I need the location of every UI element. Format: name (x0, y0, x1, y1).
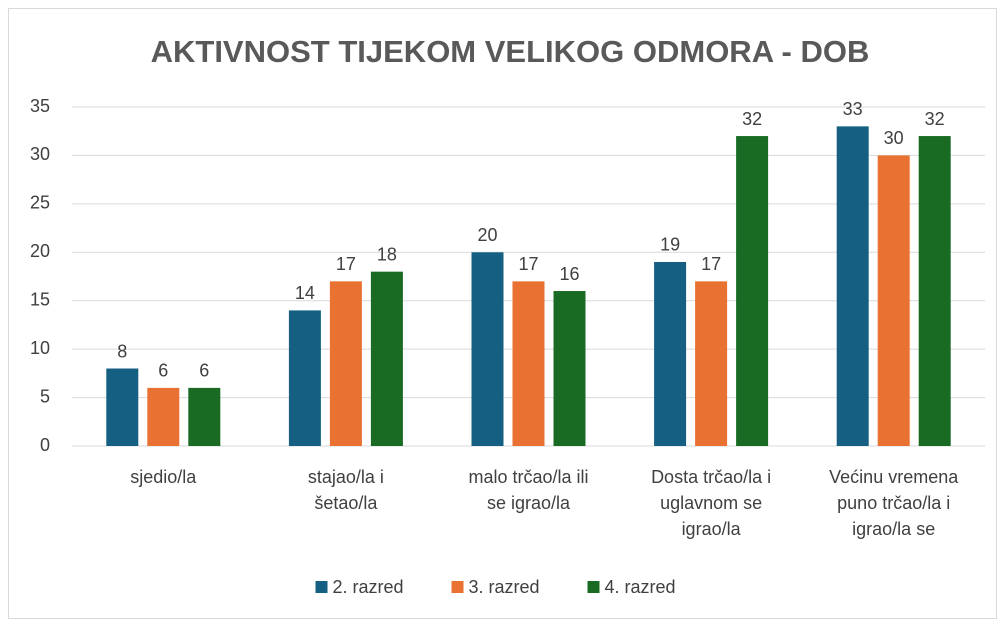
bar (654, 261, 687, 446)
x-tick-label: stajao/la i šetao/la (308, 467, 384, 513)
data-label: 18 (377, 244, 397, 264)
bar (147, 387, 180, 446)
x-tick-label-line: Većinu vremena (829, 467, 959, 487)
x-tick-label-line: Dosta trčao/la i (651, 467, 771, 487)
x-tick-label-line: puno trčao/la i (837, 493, 950, 513)
data-label: 6 (158, 361, 168, 381)
y-tick-label: 15 (30, 289, 50, 309)
x-tick-label-line: igrao/la (682, 519, 742, 539)
x-tick-label-line: malo trčao/la ili (468, 467, 588, 487)
x-tick-label-line: igrao/la se (852, 519, 935, 539)
data-label: 33 (843, 99, 863, 119)
data-label: 32 (742, 109, 762, 129)
x-tick-label-line: se igrao/la (487, 493, 571, 513)
legend-label: 4. razred (605, 577, 676, 597)
bar (106, 368, 139, 446)
legend-label: 3. razred (469, 577, 540, 597)
bar (918, 136, 951, 447)
data-label: 14 (295, 283, 315, 303)
data-label: 17 (518, 254, 538, 274)
y-tick-label: 20 (30, 241, 50, 261)
y-tick-label: 10 (30, 338, 50, 358)
x-tick-label: Većinu vremena puno trčao/la i igrao/la se (829, 467, 959, 539)
y-tick-label: 25 (30, 193, 50, 213)
bar (736, 136, 769, 447)
data-label: 17 (701, 254, 721, 274)
data-label: 19 (660, 235, 680, 255)
bar (370, 271, 403, 446)
bar (695, 281, 728, 446)
legend-label: 2. razred (333, 577, 404, 597)
data-label: 17 (336, 254, 356, 274)
legend-swatch (315, 581, 328, 593)
bar (512, 281, 545, 446)
legend-swatch (587, 581, 600, 593)
y-tick-label: 35 (30, 96, 50, 116)
x-tick-label: malo trčao/la ili se igrao/la (468, 467, 588, 513)
x-tick-label: Dosta trčao/la i uglavnom se igrao/la (651, 467, 771, 539)
data-label: 6 (199, 361, 209, 381)
bar (471, 252, 504, 446)
x-tick-label-line: sjedio/la (130, 467, 197, 487)
bar (836, 126, 869, 446)
bar (329, 281, 362, 446)
y-tick-label: 5 (40, 386, 50, 406)
data-label: 8 (117, 341, 127, 361)
bar (877, 155, 910, 446)
data-label: 20 (477, 225, 497, 245)
bar (553, 291, 586, 446)
chart-title: AKTIVNOST TIJEKOM VELIKOG ODMORA - DOB (151, 34, 870, 69)
bar (288, 310, 321, 446)
data-label: 16 (559, 264, 579, 284)
data-label: 30 (884, 128, 904, 148)
bar (188, 387, 221, 446)
x-tick-label: sjedio/la (130, 467, 197, 487)
x-tick-label-line: uglavnom se (660, 493, 762, 513)
y-tick-label: 0 (40, 435, 50, 455)
data-label: 32 (925, 109, 945, 129)
legend-swatch (451, 581, 464, 593)
x-tick-label-line: šetao/la (314, 493, 378, 513)
x-tick-label-line: stajao/la i (308, 467, 384, 487)
y-tick-label: 30 (30, 144, 50, 164)
